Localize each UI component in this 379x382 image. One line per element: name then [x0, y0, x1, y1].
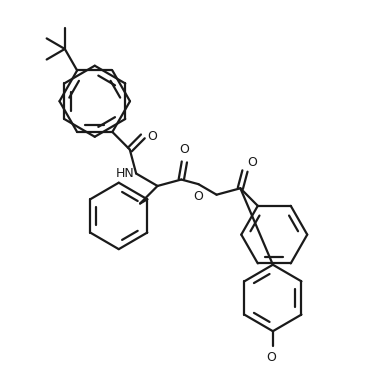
Text: O: O — [147, 130, 157, 143]
Text: O: O — [266, 351, 276, 364]
Text: O: O — [247, 156, 257, 169]
Text: HN: HN — [116, 167, 134, 180]
Text: O: O — [179, 143, 190, 156]
Text: O: O — [194, 190, 204, 203]
